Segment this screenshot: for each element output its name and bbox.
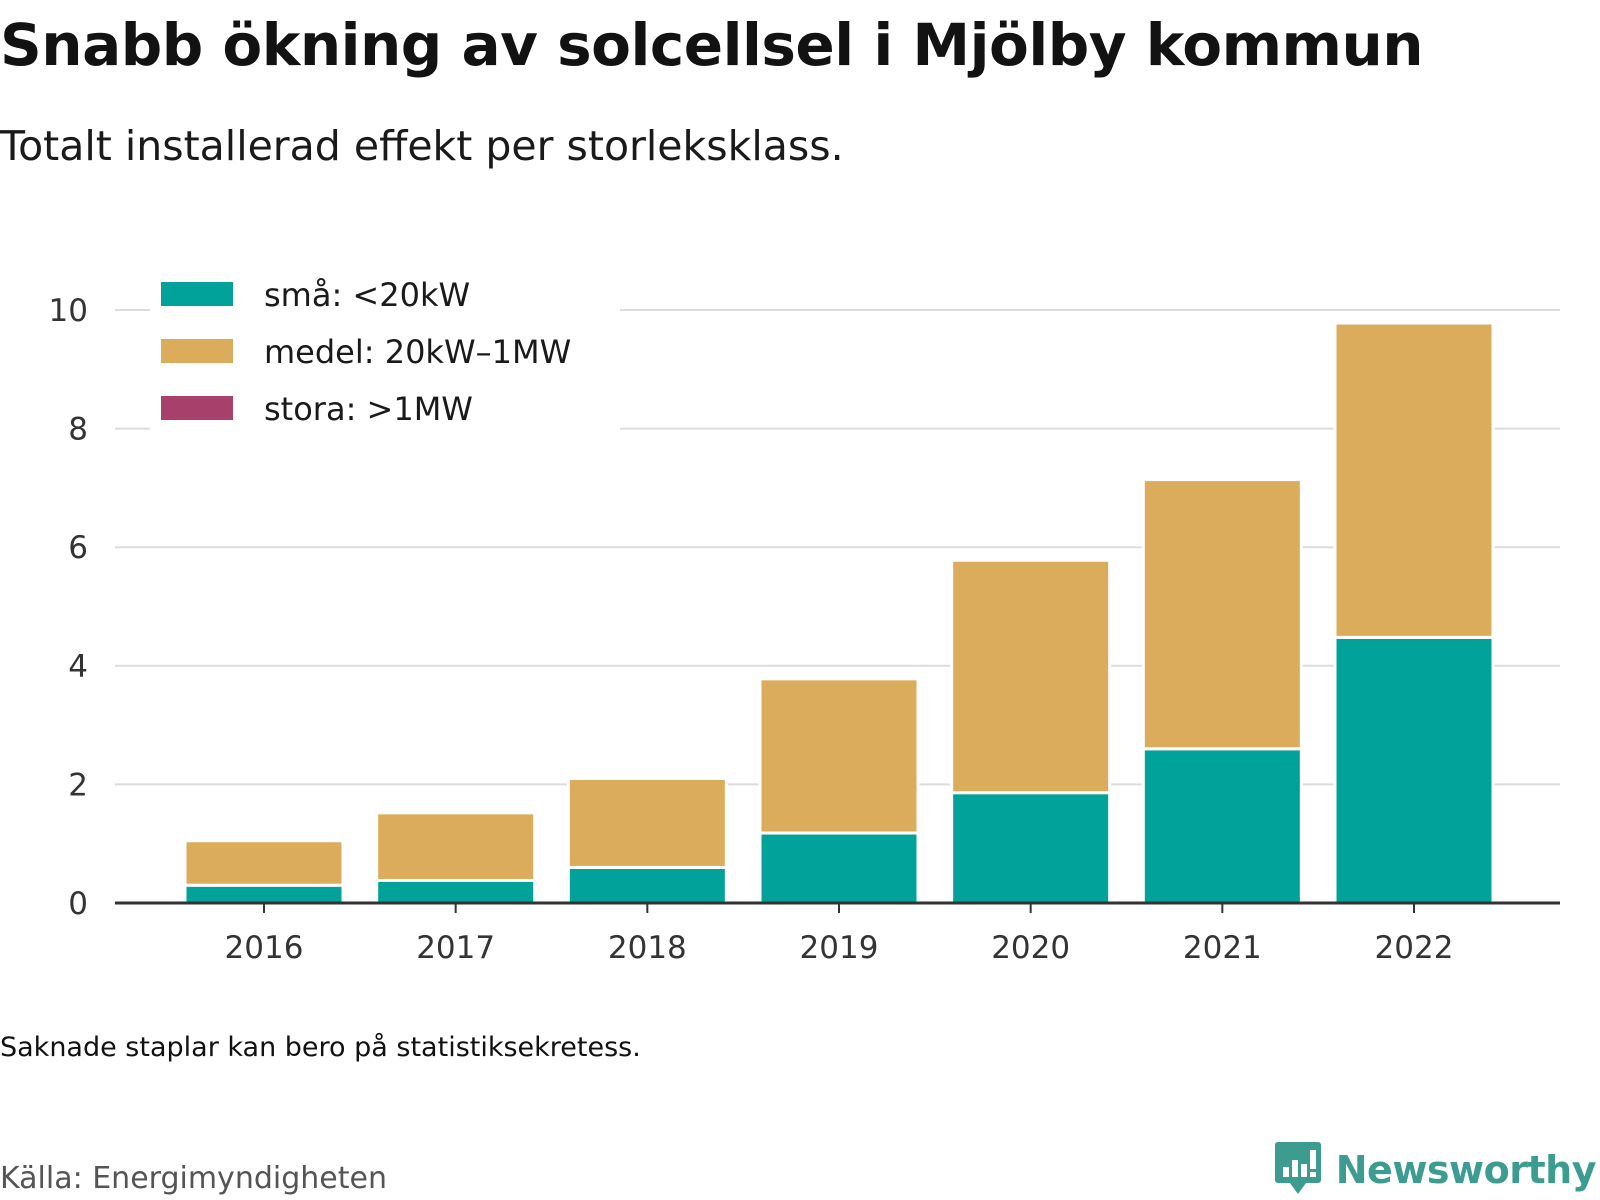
axes: 0 2 4 6 8 10 2016 2017 2018 2019 2020 2021 2022 <box>49 293 1560 966</box>
legend-label: medel: 20kW–1MW <box>264 333 571 371</box>
bar-segment[interactable] <box>1333 635 1495 905</box>
bar-segment[interactable] <box>950 558 1112 795</box>
bar-segment[interactable] <box>566 776 728 869</box>
bar-segment[interactable] <box>950 791 1112 905</box>
bar-segment[interactable] <box>183 839 345 887</box>
bar-segment[interactable] <box>566 865 728 905</box>
x-tick-label: 2018 <box>608 930 687 966</box>
bar-segment[interactable] <box>1141 747 1303 905</box>
bar-segment[interactable] <box>183 883 345 905</box>
bars <box>183 321 1495 905</box>
brand-logo: Newsworthy <box>1274 1140 1597 1200</box>
x-tick-label: 2017 <box>416 930 495 966</box>
bar-segment[interactable] <box>375 878 537 905</box>
bar-segment[interactable] <box>1333 321 1495 639</box>
legend-label: små: <20kW <box>264 276 470 314</box>
bar-segment[interactable] <box>758 677 920 835</box>
y-tick-label: 8 <box>68 412 88 448</box>
y-tick-label: 6 <box>68 530 88 566</box>
x-tick-label: 2020 <box>991 930 1070 966</box>
y-tick-label: 2 <box>68 767 88 803</box>
y-tick-label: 4 <box>68 649 88 685</box>
legend: små: <20kW medel: 20kW–1MW stora: >1MW <box>150 268 620 436</box>
source-credit: Källa: Energimyndigheten <box>0 1161 387 1196</box>
legend-swatch <box>161 339 233 363</box>
bar-chart-logo-icon <box>1274 1140 1322 1200</box>
x-tick-label: 2019 <box>800 930 879 966</box>
legend-label: stora: >1MW <box>264 390 473 428</box>
chart-subtitle: Totalt installerad effekt per storlekskl… <box>0 122 844 170</box>
x-tick-label: 2022 <box>1375 930 1454 966</box>
bar-segment[interactable] <box>758 831 920 905</box>
y-tick-label: 10 <box>49 293 88 329</box>
bar-segment[interactable] <box>1141 478 1303 751</box>
bar-segment[interactable] <box>375 811 537 882</box>
x-tick-label: 2021 <box>1183 930 1262 966</box>
legend-swatch <box>161 282 233 306</box>
x-tick-label: 2016 <box>225 930 304 966</box>
y-tick-label: 0 <box>68 886 88 922</box>
chart-title: Snabb ökning av solcellsel i Mjölby komm… <box>0 11 1424 79</box>
chart-note: Saknade staplar kan bero på statistiksek… <box>0 1032 641 1063</box>
legend-swatch <box>161 396 233 420</box>
brand-name: Newsworthy <box>1335 1148 1597 1192</box>
